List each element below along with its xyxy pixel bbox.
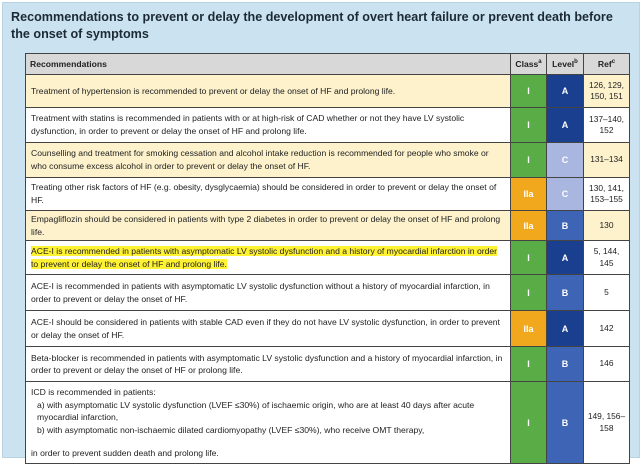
panel-title: Recommendations to prevent or delay the … [11, 10, 613, 41]
reference-cell: 5 [583, 274, 630, 312]
icd-item-a: a) with asymptomatic LV systolic dysfunc… [37, 399, 475, 423]
reference-cell: 130, 141, 153–155 [583, 177, 630, 211]
level-badge: A [546, 74, 584, 108]
table-row: Treating other risk factors of HF (e.g. … [25, 177, 630, 211]
header-recommendations: Recommendations [25, 53, 511, 75]
recommendation-text: ICD is recommended in patients: a) with … [25, 381, 511, 464]
reference-cell: 149, 156–158 [583, 381, 630, 464]
level-badge: B [546, 381, 584, 464]
level-badge: C [546, 142, 584, 178]
level-badge: B [546, 346, 584, 383]
table-row: Empagliflozin should be considered in pa… [25, 209, 630, 242]
table-header-row: Recommendations Classa Levelb Refc [25, 53, 630, 75]
reference-cell: 130 [583, 209, 630, 242]
level-badge: B [546, 274, 584, 312]
spacer [31, 437, 506, 447]
table-row: ACE-I is recommended in patients with as… [25, 274, 630, 312]
recommendation-text: ACE-I should be considered in patients w… [25, 310, 511, 348]
header-class: Classa [510, 53, 547, 75]
class-badge: IIa [510, 177, 547, 211]
recommendation-text: Beta-blocker is recommended in patients … [25, 346, 511, 383]
level-badge: C [546, 177, 584, 211]
table-row: ICD is recommended in patients: a) with … [25, 381, 630, 464]
table-row: Treatment with statins is recommended in… [25, 107, 630, 143]
table-row: ACE-I should be considered in patients w… [25, 310, 630, 348]
table-row: Treatment of hypertension is recommended… [25, 74, 630, 108]
table-row: Counselling and treatment for smoking ce… [25, 142, 630, 178]
class-badge: I [510, 74, 547, 108]
class-badge: I [510, 240, 547, 276]
header-level: Levelb [546, 53, 584, 75]
header-ref: Refc [583, 53, 630, 75]
class-badge: I [510, 142, 547, 178]
level-badge: B [546, 209, 584, 242]
recommendation-text: Treating other risk factors of HF (e.g. … [25, 177, 511, 211]
reference-cell: 5, 144, 145 [583, 240, 630, 276]
class-badge: I [510, 274, 547, 312]
reference-cell: 137–140, 152 [583, 107, 630, 143]
icd-item-b: b) with asymptomatic non-ischaemic dilat… [37, 424, 425, 435]
recommendation-text: Counselling and treatment for smoking ce… [25, 142, 511, 178]
class-badge: I [510, 346, 547, 383]
recommendation-text: ACE-I is recommended in patients with as… [25, 274, 511, 312]
highlighted-text: ACE-I is recommended in patients with as… [31, 246, 498, 269]
level-badge: A [546, 107, 584, 143]
table-row: ACE-I is recommended in patients with as… [25, 240, 630, 276]
reference-cell: 126, 129, 150, 151 [583, 74, 630, 108]
table-row: Beta-blocker is recommended in patients … [25, 346, 630, 383]
class-badge: IIa [510, 209, 547, 242]
recommendation-text: Treatment with statins is recommended in… [25, 107, 511, 143]
recommendations-table: Recommendations Classa Levelb Refc Treat… [25, 53, 630, 464]
class-badge: IIa [510, 310, 547, 348]
class-badge: I [510, 107, 547, 143]
reference-cell: 131–134 [583, 142, 630, 178]
recommendation-text: Treatment of hypertension is recommended… [25, 74, 511, 108]
level-badge: A [546, 240, 584, 276]
recommendation-text: ACE-I is recommended in patients with as… [25, 240, 511, 276]
recommendation-text: Empagliflozin should be considered in pa… [25, 209, 511, 242]
class-badge: I [510, 381, 547, 464]
level-badge: A [546, 310, 584, 348]
reference-cell: 142 [583, 310, 630, 348]
reference-cell: 146 [583, 346, 630, 383]
icd-outro: in order to prevent sudden death and pro… [31, 447, 219, 458]
icd-intro: ICD is recommended in patients: [31, 387, 156, 398]
